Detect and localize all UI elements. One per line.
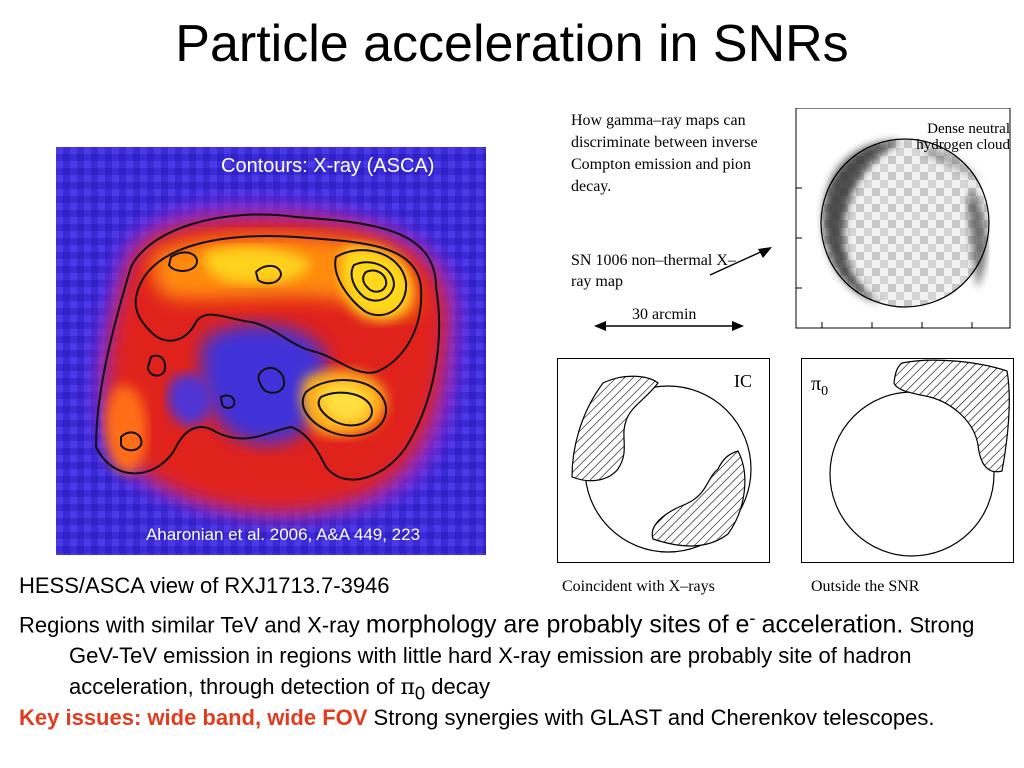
sn1006-label: SN 1006 non–thermal X–ray map bbox=[571, 252, 736, 290]
scale-label: 30 arcmin bbox=[632, 306, 697, 323]
hess-asca-map: Contours: X-ray (ASCA) Aharonian et al. … bbox=[56, 147, 486, 555]
cloud-label: Dense neutral hydrogen cloud bbox=[916, 121, 1010, 153]
ic-panel: IC bbox=[557, 358, 770, 563]
pion-hatched-region bbox=[893, 359, 1010, 473]
pion-label: π0 bbox=[811, 373, 828, 400]
key-issues-rest: Strong synergies with GLAST and Cherenko… bbox=[367, 705, 935, 730]
heatmap-image bbox=[56, 147, 486, 555]
bullet-regions-part3: acceleration. bbox=[761, 610, 904, 639]
pion-subscript: 0 bbox=[821, 384, 829, 399]
ic-caption: Coincident with X–rays bbox=[562, 578, 715, 595]
pion-caption: Outside the SNR bbox=[811, 578, 920, 595]
pion-panel: π0 bbox=[801, 358, 1014, 563]
ic-hatched-region-left bbox=[571, 375, 659, 482]
xray-map-image bbox=[795, 107, 1011, 329]
pion-symbol: π bbox=[811, 373, 822, 395]
scale-arrowhead-left bbox=[594, 321, 606, 331]
bullet-key-issues: Key issues: wide band, wide FOV Strong s… bbox=[19, 702, 1009, 733]
pion-symbol-inline: π bbox=[400, 675, 415, 701]
bullet-regions-part4: Strong GeV-TeV emission in regions with … bbox=[69, 612, 975, 700]
bullet-regions-part1: Regions with similar TeV and X-ray bbox=[19, 612, 366, 638]
citation-caption: Aharonian et al. 2006, A&A 449, 223 bbox=[145, 525, 421, 544]
bullet-regions: Regions with similar TeV and X-ray morph… bbox=[19, 602, 1009, 709]
diagram-description: How gamma–ray maps can discriminate betw… bbox=[571, 112, 758, 195]
bullet-regions-part2: morphology are probably sites of e bbox=[365, 610, 750, 639]
diagram-arrows bbox=[594, 247, 772, 331]
electron-superscript: - bbox=[749, 607, 756, 628]
scale-arrowhead-right bbox=[732, 321, 744, 331]
ic-label: IC bbox=[734, 371, 752, 391]
bullet-regions-part5: decay bbox=[425, 674, 490, 700]
ic-hatched-region-right bbox=[651, 450, 746, 547]
ic-diagram bbox=[571, 375, 752, 553]
bullet-hess-view: HESS/ASCA view of RXJ1713.7-3946 bbox=[19, 573, 390, 598]
slide-title: Particle acceleration in SNRs bbox=[175, 15, 849, 73]
sn1006-xray-map bbox=[792, 107, 1012, 340]
key-issues-highlight: Key issues: wide band, wide FOV bbox=[19, 705, 368, 730]
pion-subscript-inline: 0 bbox=[414, 682, 426, 704]
pointer-arrow bbox=[709, 249, 766, 276]
pion-diagram bbox=[829, 359, 1010, 557]
pointer-arrowhead bbox=[758, 247, 772, 258]
contour-caption: Contours: X-ray (ASCA) bbox=[221, 155, 435, 177]
